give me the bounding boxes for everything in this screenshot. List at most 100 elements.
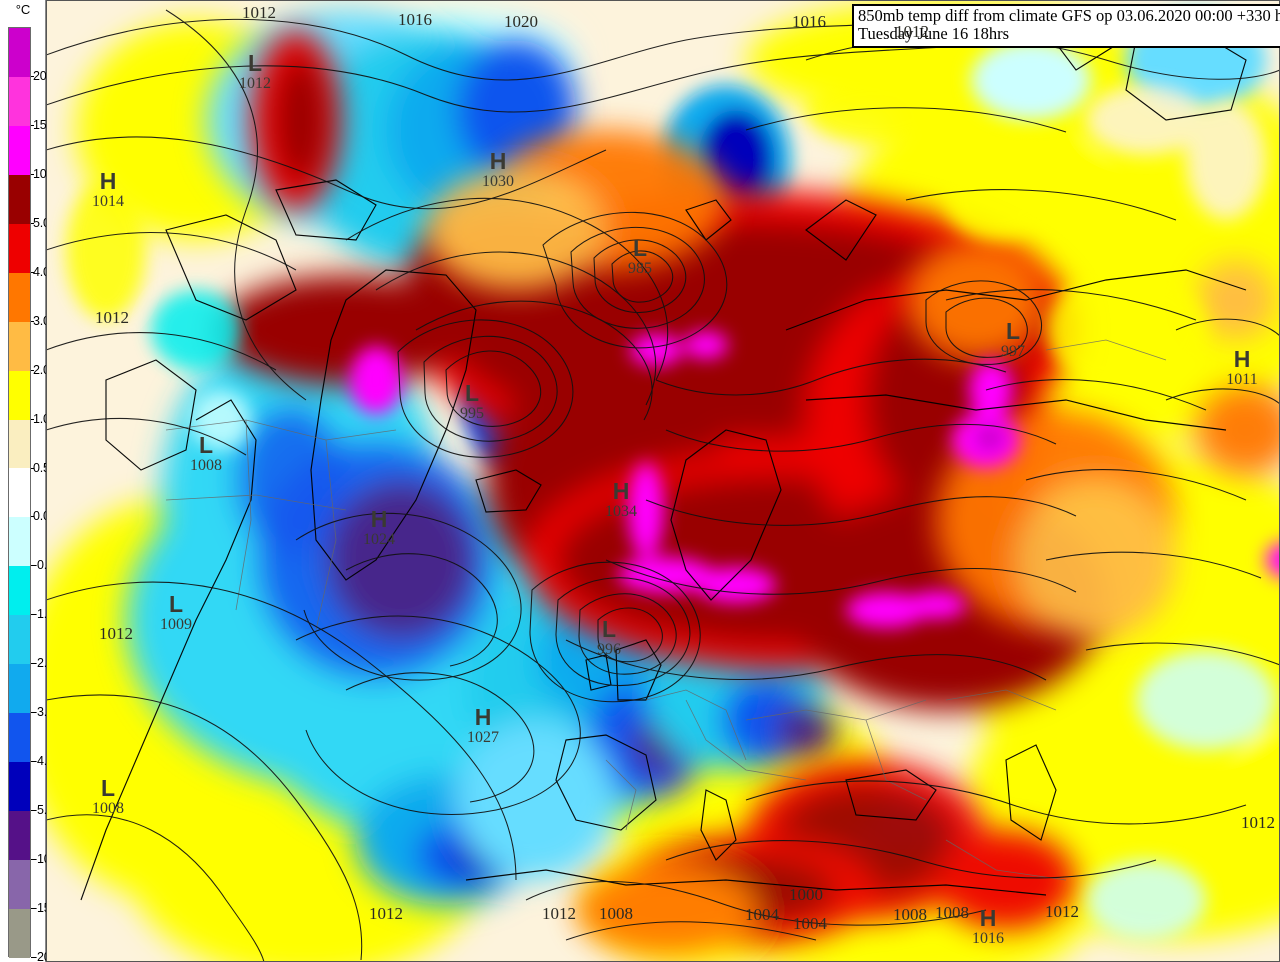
legend-tick <box>31 320 34 322</box>
low-pressure-marker: L 996 <box>597 618 621 658</box>
title-line-1: 850mb temp diff from climate GFS op 03.0… <box>858 6 1280 25</box>
isobar-label: 1000 <box>789 885 823 904</box>
pressure-system-value: 997 <box>1001 343 1025 360</box>
isobar-label: 1004 <box>745 905 779 924</box>
legend-band <box>9 321 30 371</box>
isobar-label: 1020 <box>504 12 538 31</box>
high-pressure-marker: H 1030 <box>482 150 514 190</box>
pressure-system-glyph: H <box>1233 346 1251 372</box>
map-canvas[interactable]: 850mb temp diff from climate GFS op 03.0… <box>46 0 1280 962</box>
pressure-system-value: 1009 <box>160 616 192 633</box>
legend-band <box>9 223 30 273</box>
pressure-system-value: 985 <box>628 260 652 277</box>
isobar-label: 1016 <box>792 12 826 31</box>
legend-band <box>9 811 30 860</box>
chart-title-box: 850mb temp diff from climate GFS op 03.0… <box>852 4 1280 48</box>
legend-band <box>9 272 30 322</box>
legend-tick-label: 1.0 <box>33 411 50 426</box>
legend-tick <box>31 810 34 812</box>
legend-tick-label: 4.0 <box>33 264 50 279</box>
pressure-system-glyph: H <box>612 478 630 504</box>
pressure-system-glyph: L <box>100 775 116 801</box>
high-pressure-marker: H 1034 <box>605 480 637 520</box>
pressure-system-value: 1034 <box>605 503 637 520</box>
legend-band <box>9 517 30 567</box>
legend-tick-label: 5.0 <box>33 215 50 230</box>
isobar-label: 1008 <box>935 903 969 922</box>
pressure-system-value: 996 <box>597 641 621 658</box>
legend-tick <box>31 859 34 861</box>
legend-band <box>9 28 30 77</box>
legend-tick <box>31 271 34 273</box>
isobar-label: 1012 <box>242 3 276 22</box>
legend-tick <box>31 565 34 567</box>
legend-tick <box>31 908 34 910</box>
pressure-system-value: 995 <box>460 405 484 422</box>
legend-tick <box>31 75 34 77</box>
high-pressure-marker: H 1011 <box>1226 348 1257 388</box>
high-pressure-marker: H 1014 <box>92 170 124 210</box>
low-pressure-marker: L 1008 <box>92 777 124 817</box>
map-graphics <box>46 0 1280 962</box>
legend-tick-label: 3.0 <box>33 313 50 328</box>
legend-band <box>9 125 30 175</box>
legend-band <box>9 468 30 518</box>
legend-color-bar <box>8 27 31 958</box>
pressure-system-glyph: H <box>474 704 492 730</box>
color-legend: °C 20.0 15.0 10.0 5.0 4.0 3.0 2.0 1.0 0.5 0.0 -0.5… <box>0 0 61 962</box>
isobar-label: 1012 <box>542 904 576 923</box>
legend-band <box>9 419 30 469</box>
legend-tick <box>31 124 34 126</box>
legend-tick <box>31 712 34 714</box>
pressure-system-glyph: H <box>979 905 997 931</box>
high-pressure-marker: H 1024 <box>363 508 395 548</box>
isobar-label: 1012 <box>95 308 129 327</box>
isobar-label: 1012 <box>1241 813 1275 832</box>
legend-band <box>9 762 30 811</box>
pressure-system-value: 1014 <box>92 193 124 210</box>
low-pressure-marker: L 1008 <box>190 434 222 474</box>
pressure-system-glyph: L <box>198 432 214 458</box>
pressure-system-value: 1011 <box>1226 371 1258 388</box>
isobar-label: 1012 <box>1045 902 1079 921</box>
pressure-system-glyph: H <box>370 506 388 532</box>
low-pressure-marker: L 995 <box>460 382 484 422</box>
legend-band <box>9 859 30 909</box>
pressure-system-value: 1024 <box>363 531 395 548</box>
legend-tick <box>31 222 34 224</box>
legend-tick <box>31 369 34 371</box>
low-pressure-marker: L 1009 <box>160 593 192 633</box>
low-pressure-marker: L 997 <box>1001 320 1025 360</box>
legend-tick-label: 0.0 <box>33 509 50 524</box>
isobar-label: 1008 <box>599 904 633 923</box>
pressure-system-glyph: L <box>601 616 617 642</box>
legend-band <box>9 908 30 958</box>
legend-band <box>9 174 30 224</box>
pressure-system-value: 1008 <box>190 457 222 474</box>
legend-tick <box>31 614 34 616</box>
legend-band <box>9 370 30 420</box>
isobar-label: 1012 <box>369 904 403 923</box>
legend-tick-label: 0.5 <box>33 460 50 475</box>
pressure-system-glyph: H <box>489 148 507 174</box>
high-pressure-marker: H 1027 <box>467 706 499 746</box>
pressure-system-glyph: H <box>99 168 117 194</box>
low-pressure-marker: L 1012 <box>239 52 271 92</box>
legend-band <box>9 615 30 665</box>
isobar-label: 1012 <box>99 624 133 643</box>
legend-tick <box>31 418 34 420</box>
legend-band <box>9 713 30 763</box>
legend-tick <box>31 957 34 958</box>
pressure-system-glyph: L <box>1005 318 1021 344</box>
legend-band <box>9 664 30 714</box>
legend-tick <box>31 516 34 518</box>
isobar-label: 1012 <box>895 22 929 41</box>
pressure-system-glyph: L <box>247 50 263 76</box>
legend-tick <box>31 467 34 469</box>
pressure-system-value: 1030 <box>482 173 514 190</box>
high-pressure-marker: H 1016 <box>972 907 1004 947</box>
legend-unit-label: °C <box>15 2 31 17</box>
legend-band <box>9 76 30 126</box>
legend-tick <box>31 663 34 665</box>
isobar-label: 1016 <box>398 10 432 29</box>
